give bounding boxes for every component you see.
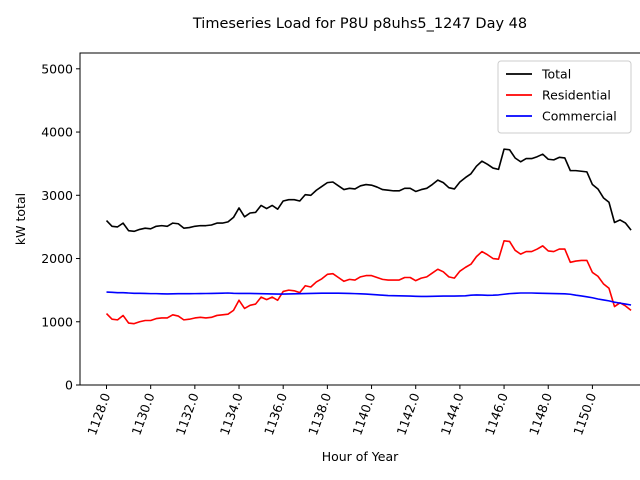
x-tick-label: 1142.0: [393, 391, 422, 437]
legend-label-residential: Residential: [542, 88, 611, 103]
legend: Total Residential Commercial: [497, 60, 632, 134]
x-tick-label: 1150.0: [570, 391, 599, 437]
x-tick-label: 1128.0: [84, 391, 113, 437]
series-line-residential: [105, 240, 632, 325]
x-tick-label: 1140.0: [349, 391, 378, 437]
y-tick-label: 2000: [41, 251, 73, 266]
x-tick-label: 1146.0: [482, 391, 511, 437]
x-tick-label: 1130.0: [128, 391, 157, 437]
x-tick-label: 1144.0: [438, 391, 467, 437]
x-tick-label: 1138.0: [305, 391, 334, 437]
y-axis-label: kW total: [13, 193, 28, 245]
y-tick-label: 0: [65, 378, 73, 393]
x-tick-label: 1134.0: [217, 391, 246, 437]
legend-label-total: Total: [541, 67, 571, 82]
series-line-total: [105, 148, 632, 233]
x-tick-label: 1136.0: [261, 391, 290, 437]
x-tick-label: 1132.0: [173, 391, 202, 437]
legend-label-commercial: Commercial: [542, 109, 617, 124]
y-tick-label: 5000: [41, 61, 73, 76]
plot-frame: [79, 52, 640, 386]
chart-title: Timeseries Load for P8U p8uhs5_1247 Day …: [192, 16, 527, 32]
y-tick-label: 3000: [41, 188, 73, 203]
x-axis-label: Hour of Year: [322, 449, 399, 464]
y-tick-label: 1000: [41, 314, 73, 329]
y-tick-label: 4000: [41, 125, 73, 140]
legend-box: [497, 60, 632, 134]
series-line-commercial: [106, 291, 632, 306]
x-tick-label: 1148.0: [526, 391, 555, 437]
